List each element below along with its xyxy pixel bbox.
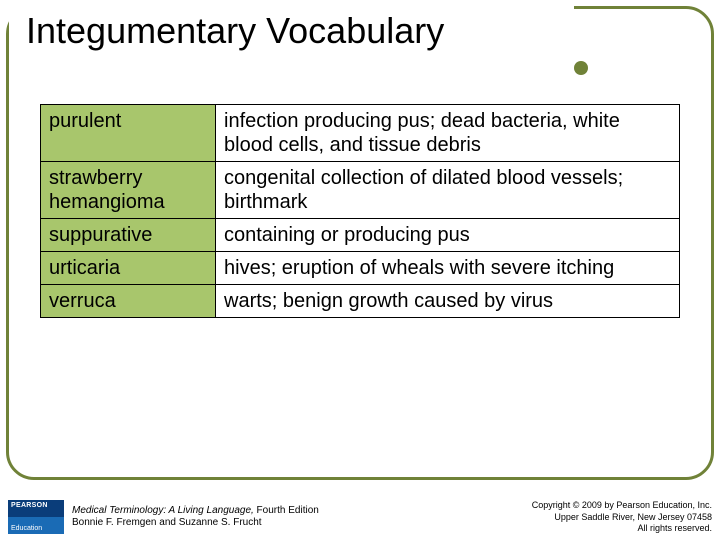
book-line: Medical Terminology: A Living Language, … (72, 505, 319, 517)
copyright-line: Copyright © 2009 by Pearson Education, I… (532, 500, 712, 511)
term-cell: purulent (41, 105, 216, 162)
logo-text-top: PEARSON (11, 502, 48, 509)
term-cell: verruca (41, 285, 216, 318)
authors: Bonnie F. Fremgen and Suzanne S. Frucht (72, 517, 319, 529)
copyright-line: Upper Saddle River, New Jersey 07458 (532, 512, 712, 523)
term-cell: urticaria (41, 252, 216, 285)
definition-cell: containing or producing pus (216, 219, 680, 252)
logo-text-bottom: Education (11, 525, 42, 532)
footer-left: PEARSON Education Medical Terminology: A… (8, 500, 319, 534)
book-title: Medical Terminology: A Living Language, (72, 505, 254, 516)
term-cell: strawberry hemangioma (41, 162, 216, 219)
definition-cell: hives; eruption of wheals with severe it… (216, 252, 680, 285)
edition: Fourth Edition (254, 505, 319, 516)
definition-cell: congenital collection of dilated blood v… (216, 162, 680, 219)
footer: PEARSON Education Medical Terminology: A… (8, 500, 712, 534)
definition-cell: warts; benign growth caused by virus (216, 285, 680, 318)
term-cell: suppurative (41, 219, 216, 252)
table-row: urticaria hives; eruption of wheals with… (41, 252, 680, 285)
definition-cell: infection producing pus; dead bacteria, … (216, 105, 680, 162)
accent-dot (574, 61, 588, 75)
table-row: purulent infection producing pus; dead b… (41, 105, 680, 162)
copyright-block: Copyright © 2009 by Pearson Education, I… (532, 500, 712, 534)
reference-text: Medical Terminology: A Living Language, … (72, 505, 319, 529)
copyright-line: All rights reserved. (532, 523, 712, 534)
table-row: verruca warts; benign growth caused by v… (41, 285, 680, 318)
slide-title: Integumentary Vocabulary (26, 10, 444, 52)
vocabulary-table: purulent infection producing pus; dead b… (40, 104, 680, 318)
table-row: suppurative containing or producing pus (41, 219, 680, 252)
pearson-logo: PEARSON Education (8, 500, 64, 534)
table-row: strawberry hemangioma congenital collect… (41, 162, 680, 219)
table-body: purulent infection producing pus; dead b… (41, 105, 680, 318)
